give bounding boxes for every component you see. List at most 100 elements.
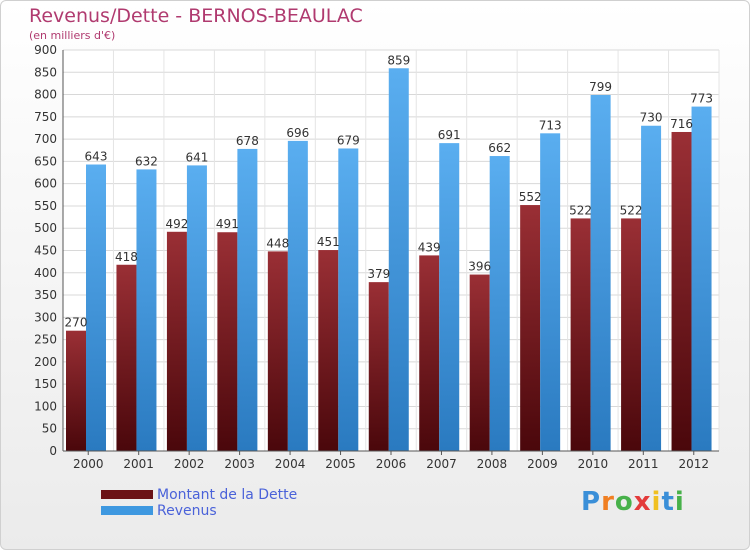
chart-title: Revenus/Dette - BERNOS-BEAULAC xyxy=(29,5,363,27)
bar-debt xyxy=(318,250,339,451)
logo-letter: i xyxy=(674,487,685,517)
bar-debt xyxy=(368,282,389,451)
bar-debt xyxy=(217,232,238,451)
data-label: 641 xyxy=(185,150,208,164)
bar-revenue xyxy=(489,156,510,451)
y-tick-label: 0 xyxy=(49,444,57,458)
y-tick-label: 200 xyxy=(34,355,57,369)
x-tick-label: 2005 xyxy=(325,457,356,471)
data-label: 713 xyxy=(539,118,562,132)
data-label: 662 xyxy=(488,141,511,155)
legend-swatch-revenue xyxy=(101,506,153,515)
logo-letter: i xyxy=(651,487,662,517)
legend-label-revenue: Revenus xyxy=(157,503,217,519)
y-tick-label: 800 xyxy=(34,88,57,102)
legend-label-debt: Montant de la Dette xyxy=(157,487,298,503)
y-tick-label: 700 xyxy=(34,132,57,146)
y-tick-label: 250 xyxy=(34,333,57,347)
data-label: 522 xyxy=(569,203,592,217)
logo-letter: x xyxy=(633,487,652,517)
bar-revenue xyxy=(86,164,106,451)
x-tick-label: 2007 xyxy=(426,457,457,471)
x-tick-label: 2012 xyxy=(678,457,709,471)
logo-letter: t xyxy=(661,487,675,517)
bar-revenue xyxy=(691,106,712,451)
y-tick-label: 650 xyxy=(34,154,57,168)
data-label: 451 xyxy=(317,235,340,249)
bar-revenue xyxy=(237,148,258,451)
data-label: 632 xyxy=(135,154,158,168)
y-tick-label: 350 xyxy=(34,288,57,302)
bar-revenue xyxy=(136,169,157,452)
legend-swatch-debt xyxy=(101,490,153,499)
data-label: 418 xyxy=(115,250,138,264)
bar-debt xyxy=(66,330,86,451)
bar-revenue xyxy=(439,143,460,452)
bar-debt xyxy=(570,218,591,451)
logo-letter: r xyxy=(601,487,615,517)
bar-revenue xyxy=(186,165,207,451)
x-tick-label: 2003 xyxy=(224,457,255,471)
bar-debt xyxy=(166,231,187,451)
y-tick-label: 150 xyxy=(34,377,57,391)
bar-debt xyxy=(419,255,440,451)
y-tick-label: 100 xyxy=(34,399,57,413)
x-tick-label: 2000 xyxy=(73,457,104,471)
data-label: 643 xyxy=(85,150,108,164)
x-tick-label: 2002 xyxy=(174,457,205,471)
x-tick-label: 2011 xyxy=(628,457,659,471)
data-label: 491 xyxy=(216,217,239,231)
bar-debt xyxy=(621,218,642,451)
y-tick-label: 600 xyxy=(34,177,57,191)
data-label: 678 xyxy=(236,134,259,148)
data-label: 270 xyxy=(65,316,88,330)
proxiti-logo: Proxiti xyxy=(581,487,685,517)
bar-revenue xyxy=(540,133,561,451)
x-tick-label: 2010 xyxy=(578,457,609,471)
data-label: 379 xyxy=(367,267,390,281)
bar-debt xyxy=(116,264,137,451)
x-tick-label: 2009 xyxy=(527,457,558,471)
bar-revenue xyxy=(590,95,611,452)
y-tick-label: 550 xyxy=(34,199,57,213)
x-tick-label: 2008 xyxy=(477,457,508,471)
x-tick-label: 2004 xyxy=(275,457,306,471)
y-tick-label: 450 xyxy=(34,244,57,258)
data-label: 552 xyxy=(519,190,542,204)
y-tick-label: 850 xyxy=(34,65,57,79)
logo-letter: o xyxy=(614,487,634,517)
data-label: 859 xyxy=(387,53,410,67)
x-tick-label: 2006 xyxy=(376,457,407,471)
data-label: 696 xyxy=(286,126,309,140)
data-label: 730 xyxy=(640,111,663,125)
data-label: 679 xyxy=(337,133,360,147)
y-tick-label: 500 xyxy=(34,221,57,235)
y-tick-label: 400 xyxy=(34,266,57,280)
data-label: 492 xyxy=(165,217,188,231)
bar-revenue xyxy=(388,68,409,452)
data-label: 716 xyxy=(670,117,693,131)
bar-debt xyxy=(671,131,692,451)
data-label: 439 xyxy=(418,240,441,254)
bar-revenue xyxy=(338,148,359,451)
bar-revenue xyxy=(287,140,308,452)
bar-debt xyxy=(469,274,490,451)
bar-debt xyxy=(267,251,288,451)
y-tick-label: 300 xyxy=(34,310,57,324)
logo-letter: P xyxy=(581,487,602,517)
y-tick-label: 750 xyxy=(34,110,57,124)
bar-revenue xyxy=(641,125,662,451)
data-label: 448 xyxy=(266,236,289,250)
data-label: 773 xyxy=(690,92,713,106)
data-label: 691 xyxy=(438,128,461,142)
bar-debt xyxy=(520,205,541,451)
x-tick-label: 2001 xyxy=(123,457,154,471)
data-label: 522 xyxy=(620,203,643,217)
chart-subtitle: (en milliers d'€) xyxy=(29,29,116,42)
data-label: 396 xyxy=(468,260,491,274)
y-tick-label: 50 xyxy=(42,422,57,436)
data-label: 799 xyxy=(589,80,612,94)
y-tick-label: 900 xyxy=(34,43,57,57)
